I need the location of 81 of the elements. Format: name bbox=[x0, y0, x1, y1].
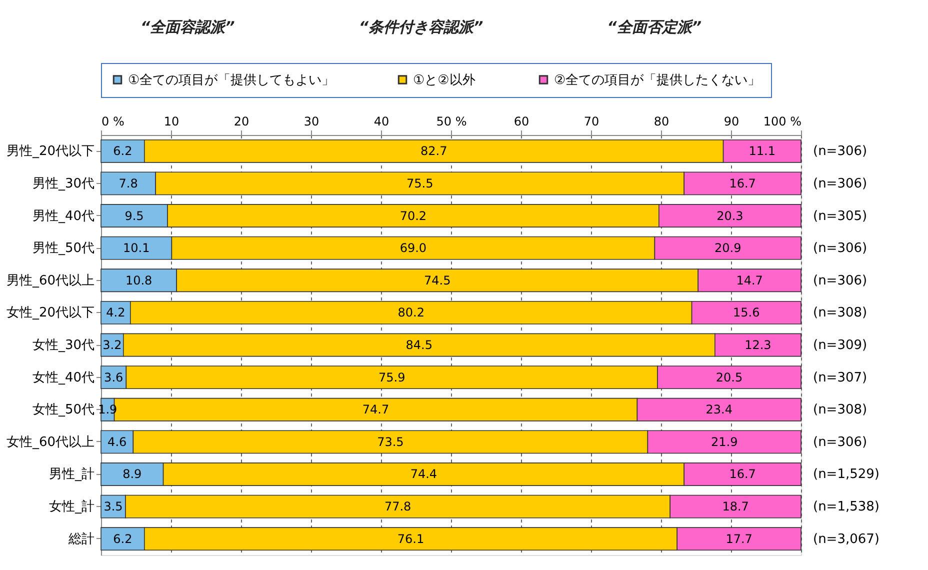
text: (n=306) bbox=[813, 144, 868, 160]
data-label: 69.0 bbox=[400, 241, 427, 256]
data-label: 4.2 bbox=[106, 306, 126, 320]
data-label: 74.5 bbox=[424, 273, 451, 288]
text: (n=308) bbox=[813, 306, 868, 321]
x-tick-label: 50 % bbox=[436, 114, 467, 128]
data-label: 74.4 bbox=[410, 467, 438, 482]
data-label: 4.6 bbox=[108, 434, 127, 449]
data-label: 75.9 bbox=[378, 370, 406, 384]
data-label: 73.5 bbox=[377, 434, 404, 449]
y-tick-label: 女性_30代 bbox=[32, 338, 94, 353]
data-label: 74.7 bbox=[362, 402, 390, 417]
y-tick-label: 男性_40代 bbox=[32, 208, 94, 224]
y-tick-label: 女性_計 bbox=[49, 500, 94, 515]
data-label: 9.5 bbox=[124, 208, 144, 223]
text: (n=307) bbox=[813, 370, 868, 386]
x-tick-label: 20 bbox=[234, 114, 250, 128]
data-label: 11.1 bbox=[748, 144, 776, 158]
text: (n=305) bbox=[813, 208, 868, 224]
x-tick-label: 70 bbox=[584, 114, 600, 128]
x-tick-label: 30 bbox=[304, 114, 320, 128]
text: (n=309) bbox=[813, 338, 868, 353]
data-label: 15.6 bbox=[733, 306, 760, 320]
data-label: 20.5 bbox=[716, 370, 743, 384]
data-label: 20.3 bbox=[716, 208, 744, 223]
text: (n=3,067) bbox=[813, 532, 880, 547]
legend-label: ①と②以外 bbox=[413, 72, 476, 88]
data-label: 10.8 bbox=[125, 273, 152, 288]
y-tick-label: 女性_20代以下 bbox=[6, 306, 94, 321]
legend-label: ②全ての項目が「提供したくない」 bbox=[554, 72, 761, 88]
data-label: 75.5 bbox=[406, 176, 434, 190]
text: (n=1,538) bbox=[813, 500, 880, 515]
x-tick-label: 90 bbox=[724, 114, 740, 128]
y-tick-label: 男性_計 bbox=[49, 467, 94, 482]
data-label: 14.7 bbox=[736, 273, 763, 288]
y-tick-label: 女性_40代 bbox=[32, 370, 94, 386]
data-label: 84.5 bbox=[406, 338, 433, 352]
data-label: 70.2 bbox=[400, 208, 427, 223]
x-tick-label: 40 bbox=[374, 114, 390, 128]
data-label: 10.1 bbox=[122, 241, 150, 256]
text: “全面容認派” bbox=[140, 18, 236, 36]
data-label: 6.2 bbox=[113, 532, 132, 546]
text: “全面否定派” bbox=[607, 18, 702, 36]
data-label: 8.9 bbox=[122, 467, 142, 482]
x-tick-label: 60 bbox=[514, 114, 530, 128]
y-tick-label: 男性_50代 bbox=[32, 241, 94, 256]
data-label: 3.2 bbox=[102, 338, 122, 352]
data-label: 16.7 bbox=[729, 176, 756, 190]
data-label: 7.8 bbox=[118, 176, 138, 190]
text: “条件付き容認派” bbox=[358, 18, 484, 36]
y-tick-label: 男性_30代 bbox=[32, 176, 94, 192]
y-tick-label: 男性_60代以上 bbox=[6, 273, 94, 288]
y-tick-label: 男性_20代以下 bbox=[6, 144, 94, 160]
data-label: 76.1 bbox=[397, 532, 424, 546]
text: (n=308) bbox=[813, 402, 868, 418]
data-label: 3.6 bbox=[104, 370, 124, 384]
x-tick-label: 100 % bbox=[763, 114, 802, 128]
legend-label: ①全ての項目が「提供してもよい」 bbox=[128, 72, 335, 88]
data-label: 23.4 bbox=[706, 402, 732, 417]
y-tick-label: 総計 bbox=[68, 532, 94, 547]
text: (n=306) bbox=[813, 176, 868, 192]
data-label: 20.9 bbox=[714, 241, 742, 256]
text: (n=1,529) bbox=[813, 467, 880, 482]
data-label: 17.7 bbox=[726, 532, 752, 546]
data-label: 12.3 bbox=[744, 338, 772, 352]
text: (n=306) bbox=[813, 273, 868, 288]
x-tick-label: 80 bbox=[654, 114, 670, 128]
y-tick-label: 女性_50代 bbox=[32, 402, 94, 418]
text: (n=306) bbox=[813, 241, 868, 256]
data-label: 6.2 bbox=[113, 144, 132, 158]
data-label: 82.7 bbox=[420, 144, 448, 158]
data-label: 77.8 bbox=[384, 500, 412, 514]
data-label: 21.9 bbox=[710, 434, 738, 449]
data-label: 18.7 bbox=[722, 500, 749, 514]
data-label: 16.7 bbox=[729, 467, 756, 482]
text: (n=306) bbox=[813, 434, 868, 450]
data-label: 3.5 bbox=[104, 500, 123, 514]
data-label: 80.2 bbox=[398, 306, 424, 320]
x-tick-label: 0 % bbox=[102, 114, 124, 128]
y-tick-label: 女性_60代以上 bbox=[6, 434, 94, 450]
x-tick-label: 10 bbox=[164, 114, 180, 128]
